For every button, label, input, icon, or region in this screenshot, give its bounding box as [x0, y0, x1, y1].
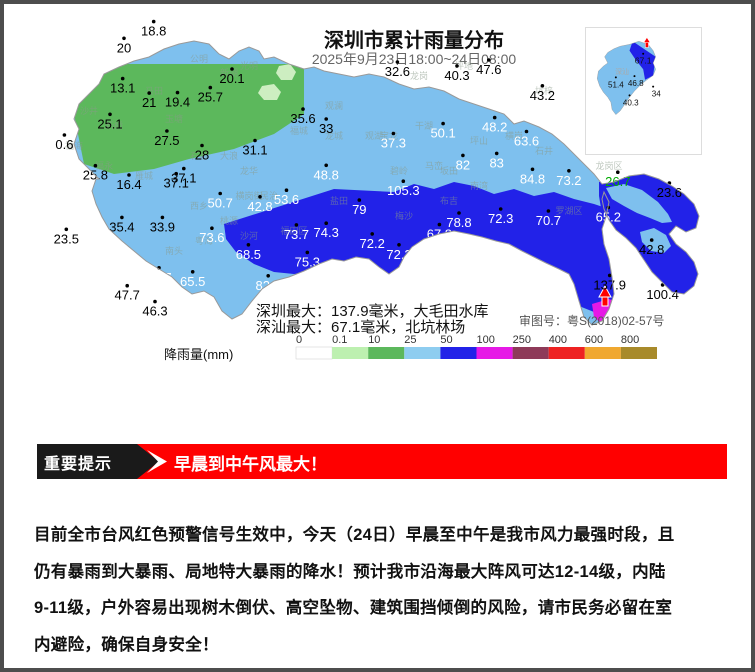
svg-text:玉塘: 玉塘 — [165, 113, 183, 124]
svg-text:800: 800 — [621, 334, 639, 346]
svg-text:48.2: 48.2 — [482, 120, 507, 135]
svg-text:100: 100 — [477, 334, 495, 346]
svg-text:59.7: 59.7 — [146, 270, 171, 285]
svg-text:23.6: 23.6 — [657, 185, 682, 200]
svg-text:20: 20 — [117, 40, 131, 55]
svg-text:桃源: 桃源 — [220, 215, 238, 226]
svg-text:观澜: 观澜 — [325, 101, 343, 111]
svg-text:31.1: 31.1 — [242, 143, 267, 158]
svg-text:82: 82 — [456, 157, 470, 172]
svg-text:73.7: 73.7 — [284, 227, 309, 242]
svg-text:0.6: 0.6 — [55, 137, 73, 152]
svg-text:42.8: 42.8 — [247, 199, 272, 214]
svg-text:40.3: 40.3 — [444, 68, 469, 83]
svg-text:72.2: 72.2 — [386, 247, 411, 262]
svg-text:20.1: 20.1 — [219, 71, 244, 86]
svg-text:42.8: 42.8 — [639, 242, 664, 257]
svg-text:18.8: 18.8 — [141, 24, 166, 39]
svg-text:25: 25 — [404, 334, 416, 346]
svg-text:105.3: 105.3 — [387, 183, 420, 198]
svg-text:沙井: 沙井 — [80, 105, 98, 116]
svg-text:53.6: 53.6 — [274, 192, 299, 207]
svg-text:龙岗: 龙岗 — [410, 70, 428, 81]
svg-text:137.9: 137.9 — [593, 277, 626, 292]
svg-text:74.3: 74.3 — [314, 225, 339, 240]
svg-text:46.3: 46.3 — [142, 304, 167, 319]
svg-text:65.5: 65.5 — [180, 274, 205, 289]
svg-text:79: 79 — [352, 202, 366, 217]
svg-text:33: 33 — [319, 121, 333, 136]
svg-text:19.4: 19.4 — [165, 95, 190, 110]
svg-text:47.6: 47.6 — [476, 62, 501, 77]
svg-text:73.6: 73.6 — [199, 230, 224, 245]
svg-text:65.2: 65.2 — [596, 210, 621, 225]
svg-text:10: 10 — [368, 334, 380, 346]
svg-text:25.7: 25.7 — [198, 90, 223, 105]
svg-text:48.8: 48.8 — [314, 167, 339, 182]
svg-text:68.5: 68.5 — [236, 247, 261, 262]
svg-text:碧岭: 碧岭 — [390, 165, 408, 176]
svg-text:43.2: 43.2 — [530, 88, 555, 103]
svg-text:37.1: 37.1 — [171, 171, 196, 186]
svg-text:35.6: 35.6 — [290, 111, 315, 126]
svg-text:盐田: 盐田 — [330, 195, 348, 206]
svg-text:龙华: 龙华 — [240, 165, 258, 176]
svg-text:34: 34 — [652, 90, 661, 99]
svg-text:33.9: 33.9 — [150, 219, 175, 234]
svg-text:75.3: 75.3 — [295, 254, 320, 269]
svg-text:37.3: 37.3 — [381, 136, 406, 151]
svg-text:坪山: 坪山 — [470, 136, 488, 146]
svg-text:龙岗区: 龙岗区 — [595, 160, 622, 171]
svg-text:67.1: 67.1 — [635, 56, 652, 66]
svg-text:72.3: 72.3 — [488, 211, 513, 226]
svg-text:51.4: 51.4 — [608, 80, 624, 89]
svg-text:47.7: 47.7 — [115, 288, 140, 303]
svg-text:72.2: 72.2 — [360, 236, 385, 251]
svg-text:46.8: 46.8 — [628, 79, 644, 88]
svg-text:沙河: 沙河 — [240, 230, 258, 241]
svg-text:南湾: 南湾 — [470, 180, 488, 191]
svg-text:福城: 福城 — [290, 125, 308, 136]
svg-text:0: 0 — [296, 334, 302, 346]
svg-text:21: 21 — [142, 95, 156, 110]
svg-text:梅沙: 梅沙 — [395, 210, 413, 221]
svg-text:50.1: 50.1 — [430, 126, 455, 141]
svg-text:40.3: 40.3 — [623, 98, 639, 107]
svg-text:西乡: 西乡 — [190, 201, 208, 211]
svg-text:28: 28 — [195, 148, 209, 163]
svg-text:83: 83 — [489, 155, 503, 170]
svg-text:13.1: 13.1 — [110, 81, 135, 96]
svg-text:27.5: 27.5 — [154, 133, 179, 148]
svg-text:50: 50 — [440, 334, 452, 346]
svg-text:公明: 公明 — [190, 54, 208, 64]
svg-text:63.6: 63.6 — [514, 134, 539, 149]
svg-text:50.7: 50.7 — [208, 196, 233, 211]
svg-text:光明: 光明 — [240, 60, 258, 71]
svg-text:250: 250 — [513, 334, 531, 346]
svg-text:100.4: 100.4 — [646, 287, 679, 302]
svg-text:23.5: 23.5 — [54, 231, 79, 246]
svg-text:16.4: 16.4 — [116, 177, 141, 192]
svg-text:南头: 南头 — [165, 245, 183, 256]
svg-text:600: 600 — [585, 334, 603, 346]
svg-text:25.1: 25.1 — [97, 116, 122, 131]
svg-text:0.1: 0.1 — [332, 334, 347, 346]
svg-text:73.2: 73.2 — [556, 173, 581, 188]
svg-text:32.6: 32.6 — [385, 64, 410, 79]
svg-text:布吉: 布吉 — [440, 195, 458, 206]
svg-text:84.8: 84.8 — [520, 171, 545, 186]
svg-text:400: 400 — [549, 334, 567, 346]
svg-text:马峦: 马峦 — [425, 160, 443, 171]
svg-text:大浪: 大浪 — [220, 150, 238, 161]
svg-text:70.7: 70.7 — [536, 213, 561, 228]
